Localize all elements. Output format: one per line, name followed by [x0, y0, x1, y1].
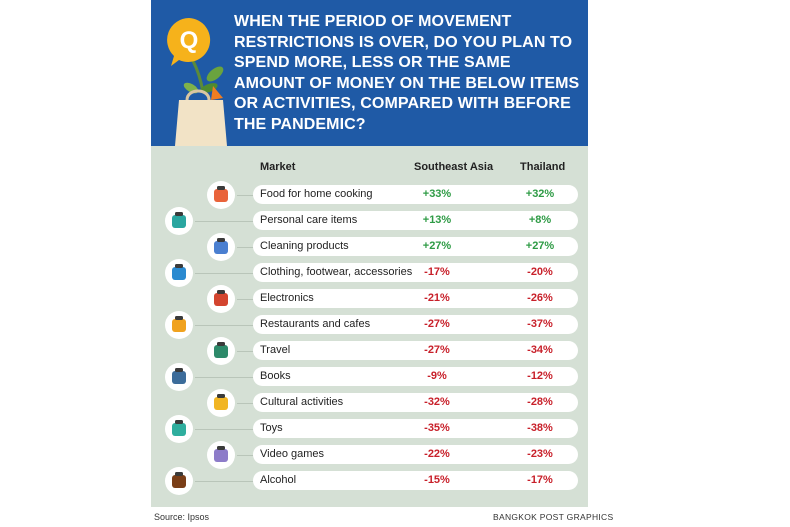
cooking-pot-icon — [207, 181, 235, 209]
theatre-masks-icon — [207, 389, 235, 417]
thailand-value: +27% — [525, 240, 555, 252]
thailand-value: -20% — [527, 266, 553, 278]
row-connector — [237, 403, 253, 404]
thailand-value: -34% — [527, 344, 553, 356]
row-label: Electronics — [260, 292, 314, 304]
row-label: Clothing, footwear, accessories — [260, 266, 413, 278]
southeast-asia-value: -27% — [424, 318, 450, 330]
southeast-asia-value: -21% — [424, 292, 450, 304]
row-label: Toys — [260, 422, 283, 434]
row-pill — [253, 341, 578, 360]
southeast-asia-value: -9% — [427, 370, 447, 382]
row-label: Food for home cooking — [260, 188, 373, 200]
books-icon — [165, 363, 193, 391]
row-pill — [253, 419, 578, 438]
row-connector — [237, 247, 253, 248]
southeast-asia-value: -35% — [424, 422, 450, 434]
badge-letter: Q — [180, 27, 199, 54]
row-connector — [195, 429, 253, 430]
row-pill — [253, 263, 578, 282]
southeast-asia-value: -27% — [424, 344, 450, 356]
southeast-asia-value: -22% — [424, 448, 450, 460]
question-title: When the period of movement restrictions… — [234, 13, 580, 133]
southeast-asia-value: -17% — [424, 266, 450, 278]
thailand-value: -38% — [527, 422, 553, 434]
thailand-value: -28% — [527, 396, 553, 408]
gamepad-icon — [207, 441, 235, 469]
row-pill — [253, 289, 578, 308]
row-label: Video games — [260, 448, 325, 460]
row-pill — [253, 185, 578, 204]
row-connector — [237, 351, 253, 352]
column-header-market: Market — [260, 161, 296, 173]
thailand-value: +8% — [528, 214, 552, 226]
row-label: Alcohol — [260, 474, 297, 486]
row-pill — [253, 211, 578, 230]
row-pill — [253, 471, 578, 490]
row-pill — [253, 445, 578, 464]
southeast-asia-value: +13% — [422, 214, 452, 226]
thailand-value: -12% — [527, 370, 553, 382]
row-connector — [237, 455, 253, 456]
row-label: Cleaning products — [260, 240, 349, 252]
restaurant-icon — [165, 311, 193, 339]
cleaning-products-icon — [207, 233, 235, 261]
puzzle-icon — [165, 415, 193, 443]
appliances-icon — [207, 285, 235, 313]
table-panel: Market Southeast Asia Thailand Food for … — [151, 146, 588, 507]
thailand-value: -23% — [527, 448, 553, 460]
column-header-thailand: Thailand — [520, 161, 566, 173]
globe-plane-icon — [207, 337, 235, 365]
row-connector — [195, 377, 253, 378]
source-note: Source: Ipsos — [154, 512, 210, 522]
row-label: Cultural activities — [260, 396, 344, 408]
southeast-asia-value: +27% — [422, 240, 452, 252]
tshirt-icon — [165, 259, 193, 287]
row-label: Personal care items — [260, 214, 358, 226]
row-connector — [195, 273, 253, 274]
thailand-value: -37% — [527, 318, 553, 330]
row-pill — [253, 315, 578, 334]
row-connector — [195, 481, 253, 482]
question-badge-icon: Q — [167, 18, 211, 66]
southeast-asia-value: +33% — [422, 188, 452, 200]
row-connector — [195, 221, 253, 222]
row-connector — [237, 299, 253, 300]
bottle-icon — [165, 467, 193, 495]
row-label: Books — [260, 370, 291, 382]
graphics-credit: BANGKOK POST GRAPHICS — [493, 512, 614, 522]
southeast-asia-value: -32% — [424, 396, 450, 408]
row-label: Restaurants and cafes — [260, 318, 371, 330]
header-banner: Q When the period of movement restrictio… — [151, 0, 588, 146]
row-pill — [253, 393, 578, 412]
toiletries-icon — [165, 207, 193, 235]
southeast-asia-value: -15% — [424, 474, 450, 486]
thailand-value: -17% — [527, 474, 553, 486]
thailand-value: -26% — [527, 292, 553, 304]
row-label: Travel — [260, 344, 291, 356]
row-connector — [237, 195, 253, 196]
column-header-southeast-asia: Southeast Asia — [414, 161, 494, 173]
row-pill — [253, 237, 578, 256]
row-connector — [195, 325, 253, 326]
thailand-value: +32% — [525, 188, 555, 200]
shopping-bag-illustration — [172, 38, 227, 146]
row-pill — [253, 367, 578, 386]
